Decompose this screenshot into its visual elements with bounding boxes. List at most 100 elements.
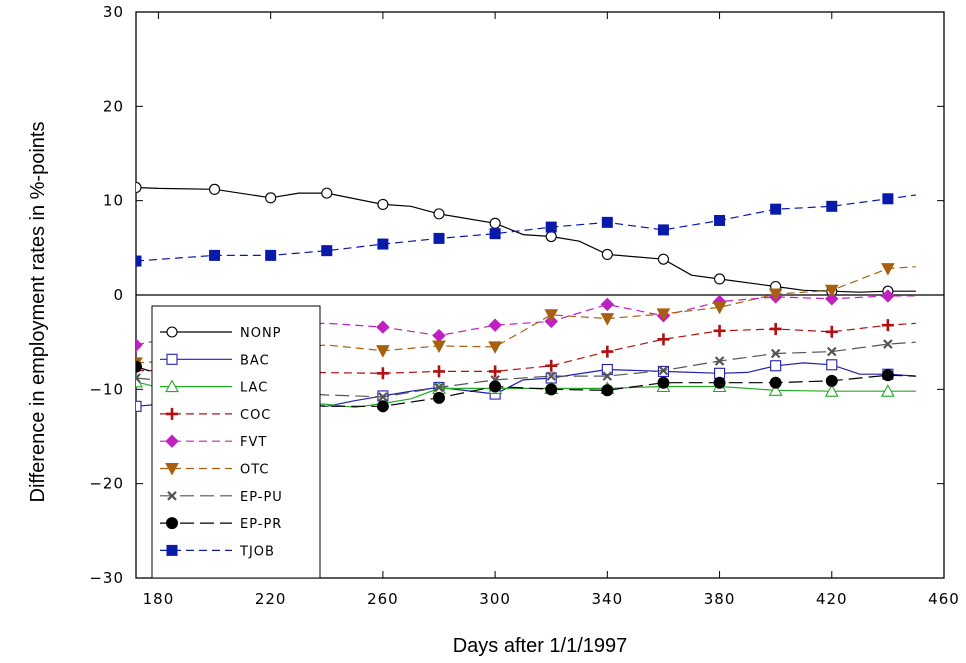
data-point-tjob: [433, 232, 445, 244]
series-ep-pu: [136, 339, 916, 402]
data-point-ep-pu: [136, 373, 141, 383]
data-point-ep-pr: [489, 380, 502, 393]
data-point-lac: [880, 384, 895, 397]
series-line-otc: [136, 266, 916, 364]
data-point-ep-pr: [769, 376, 782, 389]
data-point-otc: [432, 340, 446, 353]
legend-label-ep-pr: EP-PR: [240, 517, 282, 532]
data-point-otc: [656, 308, 671, 321]
legend-marker-bac: [166, 353, 178, 365]
y-tick-label: −30: [89, 569, 124, 587]
data-point-nonp: [601, 248, 613, 260]
legend-box: [151, 305, 321, 579]
data-point-otc: [824, 284, 839, 298]
data-point-ep-pu: [546, 371, 556, 381]
data-point-bac: [601, 363, 613, 376]
x-tick-label: 180: [143, 590, 175, 608]
y-tick-label: −20: [89, 475, 124, 493]
data-point-tjob: [657, 224, 669, 236]
data-point-ep-pu: [770, 348, 781, 359]
x-tick-label: 460: [928, 590, 960, 608]
y-axis-label: Difference in employment rates in %-poin…: [27, 122, 49, 503]
data-point-tjob: [265, 249, 277, 261]
data-point-fvt: [376, 320, 390, 334]
data-point-nonp: [489, 217, 501, 229]
x-tick-label: 420: [816, 590, 848, 608]
data-point-ep-pu: [378, 392, 388, 402]
data-point-tjob: [321, 245, 333, 257]
legend-marker-lac: [165, 379, 179, 393]
data-point-tjob: [601, 216, 613, 228]
data-point-tjob: [714, 214, 726, 226]
data-point-tjob: [545, 221, 557, 233]
series-tjob: [136, 193, 916, 267]
data-point-coc: [376, 367, 389, 380]
legend-marker-nonp: [166, 326, 178, 338]
data-point-lac: [768, 383, 783, 396]
y-tick-label: 30: [103, 3, 124, 21]
data-point-otc: [376, 345, 390, 358]
data-point-fvt: [488, 318, 502, 332]
data-point-otc: [544, 309, 559, 322]
data-point-nonp: [265, 192, 277, 204]
legend-label-nonp: NONP: [240, 326, 282, 341]
data-point-otc: [768, 288, 783, 302]
data-point-otc: [488, 341, 502, 354]
data-point-tjob: [136, 255, 142, 267]
data-point-nonp: [377, 198, 389, 210]
legend-marker-fvt: [165, 434, 179, 448]
data-point-ep-pr: [545, 383, 558, 396]
data-point-nonp: [209, 183, 221, 195]
data-point-coc: [713, 324, 726, 337]
y-tick-label: −10: [89, 380, 124, 398]
data-point-ep-pr: [376, 400, 389, 413]
legend-label-fvt: FVT: [240, 435, 267, 450]
data-point-nonp: [136, 181, 142, 194]
data-point-fvt: [881, 289, 895, 303]
data-point-bac: [770, 360, 782, 372]
legend-label-coc: COC: [240, 408, 271, 423]
data-point-coc: [657, 333, 670, 346]
data-point-coc: [881, 319, 894, 332]
data-point-coc: [769, 322, 782, 335]
data-point-coc: [433, 365, 445, 378]
data-point-ep-pr: [825, 374, 838, 387]
legend-marker-ep-pr: [166, 517, 178, 530]
data-point-fvt: [136, 338, 143, 352]
x-tick-label: 300: [479, 590, 511, 608]
data-point-lac: [824, 384, 839, 397]
data-point-ep-pr: [881, 369, 894, 382]
data-point-otc: [600, 313, 615, 326]
data-point-coc: [601, 345, 614, 358]
y-tick-label: 0: [113, 286, 124, 304]
data-point-ep-pr: [433, 391, 445, 404]
data-point-ep-pr: [657, 376, 670, 389]
series-line-coc: [136, 322, 916, 374]
y-tick-label: 10: [103, 192, 124, 210]
data-point-tjob: [826, 200, 838, 212]
x-tick-label: 260: [367, 590, 399, 608]
data-point-coc: [489, 365, 502, 378]
legend-marker-ep-pu: [167, 491, 177, 501]
series-ep-pr: [136, 360, 916, 413]
data-point-tjob: [209, 249, 221, 261]
legend-marker-otc: [165, 463, 179, 476]
legend-label-ep-pu: EP-PU: [240, 490, 283, 505]
legend-label-lac: LAC: [240, 381, 268, 396]
data-point-ep-pu: [827, 346, 837, 357]
data-point-fvt: [825, 292, 839, 306]
data-point-nonp: [545, 230, 557, 243]
series-line-ep-pu: [136, 341, 916, 398]
y-tick-label: 20: [103, 97, 124, 115]
legend-label-tjob: TJOB: [239, 544, 275, 559]
data-point-ep-pr: [601, 384, 614, 397]
data-point-otc: [881, 263, 895, 276]
legend-label-bac: BAC: [240, 353, 270, 368]
data-point-tjob: [377, 238, 389, 250]
data-point-coc: [825, 325, 838, 338]
data-point-bac: [826, 359, 838, 371]
data-point-ep-pu: [714, 356, 725, 366]
series-otc: [136, 263, 916, 370]
legend: NONP BAC LAC COC FVT OTC EP-PU EP-PR TJOB: [151, 305, 321, 579]
data-point-nonp: [657, 253, 669, 265]
